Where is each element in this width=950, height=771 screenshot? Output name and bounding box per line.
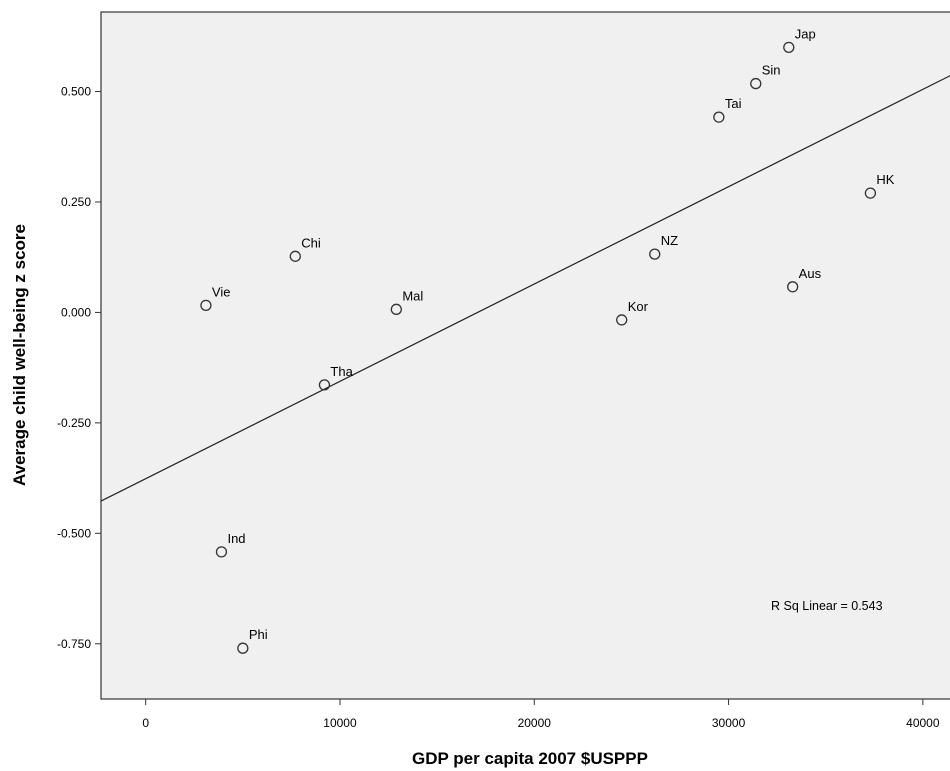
data-point (237, 642, 249, 654)
data-point-label: Jap (795, 26, 816, 41)
data-point (318, 379, 331, 391)
r-squared-annotation: R Sq Linear = 0.543 (771, 599, 883, 613)
data-point-label: Kor (628, 299, 649, 314)
y-tick-label: 0.500 (61, 85, 91, 99)
data-points: Jap Sin Tai HK Chi NZ Aus Vie Mal Kor Tha Ind Phi (200, 26, 895, 654)
data-point-label: Phi (249, 627, 268, 642)
x-tick-label: 40000 (906, 716, 940, 730)
data-point-label: NZ (661, 233, 678, 248)
data-point (649, 248, 661, 260)
data-point (783, 41, 795, 53)
data-point-label: Tha (330, 364, 353, 379)
data-point (215, 546, 228, 558)
x-tick-label: 10000 (323, 716, 357, 730)
data-point (787, 281, 799, 293)
data-point-label: Vie (212, 284, 231, 299)
data-point (713, 111, 725, 123)
x-tick-label: 20000 (518, 716, 552, 730)
x-axis: 0 10000 20000 30000 40000 (142, 699, 940, 730)
fit-line (100, 75, 950, 502)
data-point-label: Tai (725, 96, 742, 111)
y-tick-label: -0.500 (57, 526, 91, 540)
data-point-label: Sin (762, 63, 781, 78)
data-point (864, 187, 877, 199)
x-axis-title: GDP per capita 2007 $USPPP (412, 749, 648, 768)
y-tick-label: 0.250 (61, 195, 91, 209)
data-point (289, 250, 301, 262)
x-tick-label: 0 (142, 716, 149, 730)
plot-area (100, 11, 950, 700)
x-tick-label: 30000 (712, 716, 746, 730)
y-axis: 0.500 0.250 0.000 -0.250 -0.500 -0.750 (57, 85, 101, 651)
data-point (390, 303, 402, 315)
y-tick-label: -0.250 (57, 416, 91, 430)
data-point-label: Ind (227, 531, 245, 546)
y-tick-label: 0.000 (61, 305, 91, 319)
data-point-label: Aus (799, 266, 822, 281)
y-axis-title: Average child well-being z score (10, 224, 29, 486)
y-tick-label: -0.750 (57, 637, 91, 651)
data-point (200, 299, 212, 312)
data-point-label: HK (876, 172, 894, 187)
data-point (750, 77, 762, 90)
data-point-label: Chi (301, 235, 321, 250)
data-point (616, 314, 628, 326)
data-point-label: Mal (402, 288, 423, 303)
